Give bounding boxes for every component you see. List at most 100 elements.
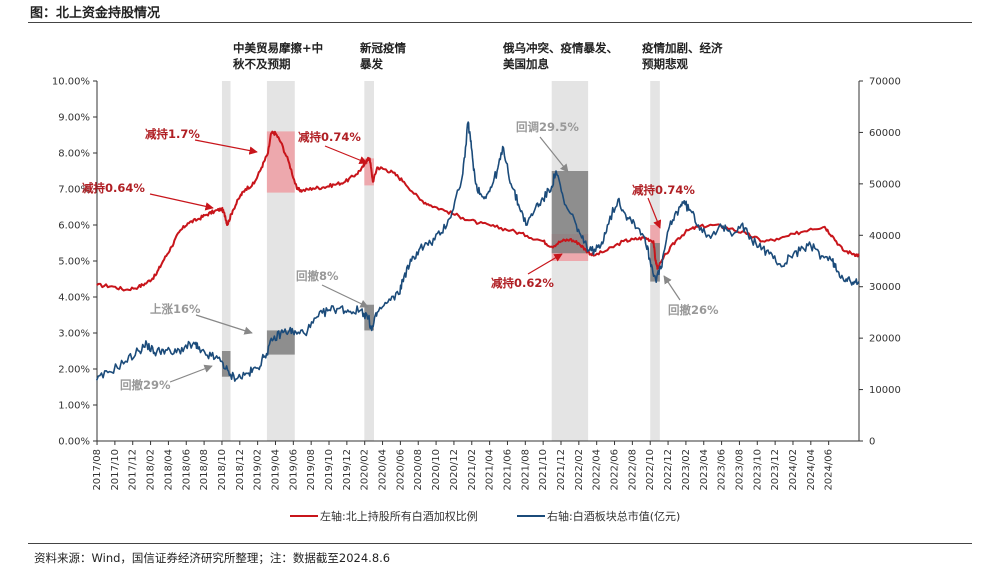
annotation-reduce-1: 减持1.7% bbox=[145, 127, 200, 141]
x-tick-label: 2017/08 bbox=[92, 449, 103, 491]
x-tick-label: 2023/10 bbox=[752, 449, 763, 491]
x-tick-label: 2024/06 bbox=[824, 449, 835, 491]
shaded-periods bbox=[221, 81, 660, 441]
chart-title: 图：北上资金持股情况 bbox=[30, 6, 161, 21]
series-line-northbound-ratio bbox=[96, 130, 860, 292]
x-tick-label: 2018/06 bbox=[181, 449, 192, 491]
x-tick-label: 2022/08 bbox=[627, 449, 638, 491]
shade-red-6 bbox=[364, 158, 374, 186]
legend-label-left: 左轴:北上持股所有白酒加权比例 bbox=[320, 509, 478, 523]
left-tick-label: 1.00% bbox=[58, 401, 90, 412]
right-tick-label: 40000 bbox=[869, 231, 901, 242]
x-tick-label: 2020/12 bbox=[449, 449, 460, 491]
right-tick-label: 30000 bbox=[869, 282, 901, 293]
x-tick-label: 2021/12 bbox=[556, 449, 567, 491]
x-tick-label: 2019/02 bbox=[253, 449, 264, 491]
event-russia-ukraine: 俄乌冲突、疫情暴发、 bbox=[502, 41, 618, 55]
event-covid: 暴发 bbox=[359, 57, 383, 71]
left-y-ticks: 0.00% 1.00% 2.00% 3.00% 4.00% 5.00% 6.00% 7.00%… bbox=[52, 77, 97, 448]
event-annotations: 中美贸易摩擦+中 秋不及预期 新冠疫情 暴发 俄乌冲突、疫情暴发、 美国加息 疫… bbox=[233, 41, 723, 71]
annotation-rise: 上涨16% bbox=[150, 302, 201, 316]
x-tick-label: 2022/06 bbox=[610, 449, 621, 491]
arrow-reduce-2 bbox=[149, 193, 214, 211]
footer-divider bbox=[28, 543, 972, 544]
legend: 左轴:北上持股所有白酒加权比例 右轴:白酒板块总市值(亿元) bbox=[290, 509, 680, 523]
arrow-reduce-4 bbox=[527, 253, 563, 275]
series-line-liquor-market-cap bbox=[95, 121, 860, 382]
x-tick-label: 2019/04 bbox=[270, 449, 281, 491]
event-trade-war: 秋不及预期 bbox=[233, 57, 291, 71]
x-tick-label: 2022/10 bbox=[645, 449, 656, 491]
grey-annotations: 回调29.5% 回撤8% 上涨16% 回撤29% 回撤26% bbox=[120, 120, 719, 392]
x-tick-label: 2021/02 bbox=[467, 449, 478, 491]
x-tick-label: 2017/12 bbox=[128, 449, 139, 491]
left-tick-label: 5.00% bbox=[58, 257, 90, 268]
annotation-reduce-4: 减持0.62% bbox=[491, 276, 554, 290]
right-tick-label: 10000 bbox=[869, 385, 901, 396]
x-tick-label: 2021/10 bbox=[538, 449, 549, 491]
arrow-pullback-1 bbox=[539, 136, 569, 173]
shade-grey-0 bbox=[221, 81, 231, 441]
x-tick-label: 2020/04 bbox=[378, 449, 389, 491]
x-tick-label: 2020/02 bbox=[360, 449, 371, 491]
arrow-reduce-5 bbox=[647, 197, 662, 229]
event-covid: 新冠疫情 bbox=[360, 41, 406, 55]
x-tick-label: 2018/08 bbox=[199, 449, 210, 491]
right-tick-label: 20000 bbox=[869, 334, 901, 345]
right-tick-label: 60000 bbox=[869, 128, 901, 139]
annotation-drawdown-5: 回撤26% bbox=[668, 303, 719, 317]
x-tick-label: 2019/06 bbox=[288, 449, 299, 491]
right-tick-label: 50000 bbox=[869, 179, 901, 190]
left-tick-label: 6.00% bbox=[58, 221, 90, 232]
event-trade-war: 中美贸易摩擦+中 bbox=[233, 41, 323, 55]
shade-dark-9 bbox=[221, 351, 231, 377]
arrow-reduce-1 bbox=[194, 139, 258, 155]
left-tick-label: 10.00% bbox=[52, 77, 90, 88]
annotation-reduce-5: 减持0.74% bbox=[632, 183, 695, 197]
x-tick-label: 2020/10 bbox=[431, 449, 442, 491]
x-tick-label: 2020/08 bbox=[413, 449, 424, 491]
annotation-pullback-1: 回调29.5% bbox=[516, 120, 579, 134]
x-tick-label: 2022/12 bbox=[663, 449, 674, 491]
x-tick-label: 2021/06 bbox=[502, 449, 513, 491]
shade-grey-2 bbox=[364, 81, 374, 441]
right-tick-label: 0 bbox=[869, 437, 875, 448]
arrow-drawdown-2 bbox=[321, 284, 369, 308]
x-tick-label: 2022/04 bbox=[592, 449, 603, 491]
annotation-drawdown-4: 回撤29% bbox=[120, 378, 171, 392]
arrow-drawdown-4 bbox=[169, 364, 213, 383]
dual-axis-line-chart: 0.00% 1.00% 2.00% 3.00% 4.00% 5.00% 6.00% 7.00%… bbox=[52, 41, 901, 523]
arrow-reduce-3 bbox=[324, 145, 368, 165]
legend-label-right: 右轴:白酒板块总市值(亿元) bbox=[547, 509, 680, 523]
series-lines bbox=[95, 121, 860, 382]
x-tick-label: 2022/02 bbox=[574, 449, 585, 491]
header-bar: 图：北上资金持股情况 bbox=[28, 0, 972, 23]
x-tick-label: 2021/08 bbox=[520, 449, 531, 491]
x-tick-label: 2019/12 bbox=[342, 449, 353, 491]
axes bbox=[96, 81, 860, 442]
left-tick-label: 2.00% bbox=[58, 365, 90, 376]
x-tick-label: 2018/04 bbox=[163, 449, 174, 491]
right-y-ticks: 0 10000 20000 30000 40000 50000 60000 70000 bbox=[859, 77, 901, 448]
x-tick-label: 2023/02 bbox=[681, 449, 692, 491]
arrow-rise bbox=[195, 314, 253, 335]
x-tick-label: 2024/02 bbox=[788, 449, 799, 491]
red-annotations: 减持1.7% 减持0.64% 减持0.74% 减持0.62% 减持0.74% bbox=[82, 127, 695, 290]
annotation-reduce-2: 减持0.64% bbox=[82, 181, 145, 195]
x-tick-label: 2023/04 bbox=[699, 449, 710, 491]
x-ticks: 2017/08 2017/10 2017/12 2018/02 2018/04 2018/… bbox=[92, 441, 835, 491]
x-tick-label: 2023/06 bbox=[717, 449, 728, 491]
event-epidemic-worsen: 疫情加剧、经济 bbox=[642, 41, 723, 55]
left-tick-label: 9.00% bbox=[58, 113, 90, 124]
x-tick-label: 2021/04 bbox=[485, 449, 496, 491]
arrow-drawdown-5 bbox=[663, 275, 681, 301]
left-tick-label: 3.00% bbox=[58, 329, 90, 340]
annotation-reduce-3: 减持0.74% bbox=[298, 130, 361, 144]
x-tick-label: 2024/04 bbox=[806, 449, 817, 491]
x-tick-label: 2018/12 bbox=[235, 449, 246, 491]
x-tick-label: 2020/06 bbox=[395, 449, 406, 491]
x-tick-label: 2019/10 bbox=[324, 449, 335, 491]
source-note: 资料来源：Wind，国信证券经济研究所整理；注：数据截至2024.8.6 bbox=[34, 551, 391, 565]
x-tick-label: 2019/08 bbox=[306, 449, 317, 491]
x-tick-label: 2023/12 bbox=[770, 449, 781, 491]
